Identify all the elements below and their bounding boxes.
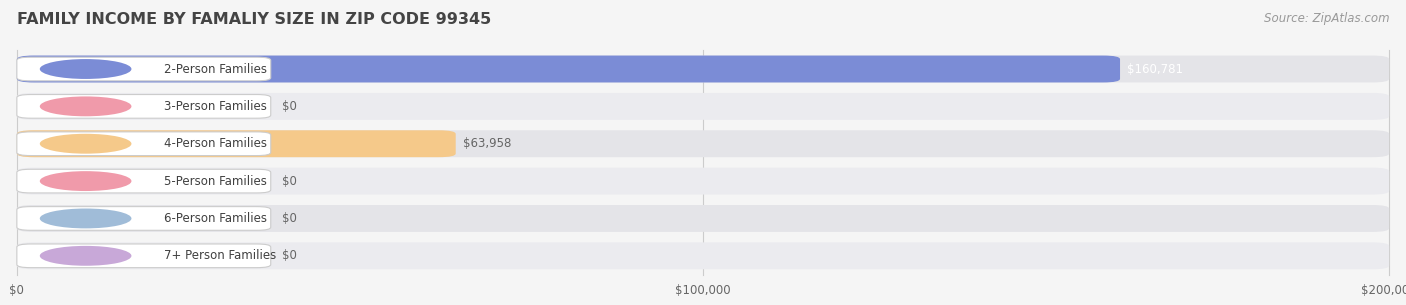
- Ellipse shape: [39, 209, 131, 228]
- Text: $200,000: $200,000: [1361, 284, 1406, 297]
- Text: 6-Person Families: 6-Person Families: [163, 212, 267, 225]
- Ellipse shape: [39, 134, 131, 154]
- Text: $0: $0: [283, 249, 297, 262]
- FancyBboxPatch shape: [17, 56, 1389, 82]
- FancyBboxPatch shape: [17, 93, 1389, 120]
- FancyBboxPatch shape: [17, 242, 1389, 269]
- Text: $0: $0: [10, 284, 24, 297]
- Text: $160,781: $160,781: [1128, 63, 1182, 76]
- FancyBboxPatch shape: [17, 168, 1389, 195]
- Text: FAMILY INCOME BY FAMALIY SIZE IN ZIP CODE 99345: FAMILY INCOME BY FAMALIY SIZE IN ZIP COD…: [17, 12, 491, 27]
- Text: $0: $0: [283, 100, 297, 113]
- Ellipse shape: [39, 59, 131, 79]
- FancyBboxPatch shape: [17, 130, 1389, 157]
- Text: $0: $0: [283, 174, 297, 188]
- Text: 4-Person Families: 4-Person Families: [163, 137, 267, 150]
- Text: $100,000: $100,000: [675, 284, 731, 297]
- Text: 2-Person Families: 2-Person Families: [163, 63, 267, 76]
- FancyBboxPatch shape: [17, 132, 271, 156]
- Ellipse shape: [39, 96, 131, 116]
- Text: 5-Person Families: 5-Person Families: [163, 174, 266, 188]
- Ellipse shape: [39, 171, 131, 191]
- Text: $0: $0: [283, 212, 297, 225]
- Text: $63,958: $63,958: [463, 137, 512, 150]
- FancyBboxPatch shape: [17, 244, 271, 268]
- Text: Source: ZipAtlas.com: Source: ZipAtlas.com: [1264, 12, 1389, 25]
- FancyBboxPatch shape: [17, 130, 456, 157]
- Text: 3-Person Families: 3-Person Families: [163, 100, 266, 113]
- FancyBboxPatch shape: [17, 169, 271, 193]
- FancyBboxPatch shape: [17, 57, 271, 81]
- FancyBboxPatch shape: [17, 56, 1121, 82]
- Ellipse shape: [39, 246, 131, 266]
- FancyBboxPatch shape: [17, 95, 271, 118]
- FancyBboxPatch shape: [17, 206, 271, 230]
- Text: 7+ Person Families: 7+ Person Families: [163, 249, 276, 262]
- FancyBboxPatch shape: [17, 205, 1389, 232]
